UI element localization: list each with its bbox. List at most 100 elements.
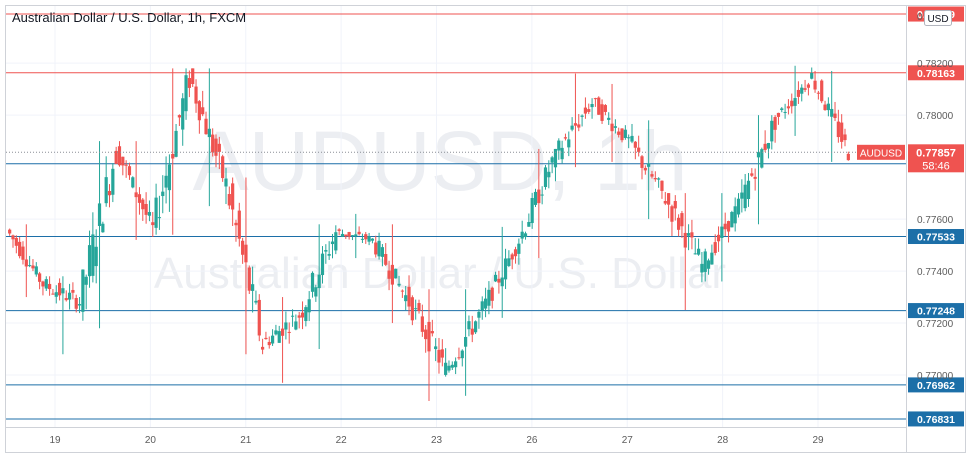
candle-body <box>71 289 75 293</box>
candle-body <box>124 164 128 166</box>
level-label-0.76962: 0.76962 <box>917 380 955 392</box>
candle-body <box>723 223 727 230</box>
candle-body <box>260 346 265 350</box>
candle-body <box>460 350 464 359</box>
candle-body <box>417 303 421 312</box>
candle-body <box>813 80 817 90</box>
candle-body <box>803 88 807 90</box>
candle-body <box>770 120 774 142</box>
candle-body <box>620 128 624 141</box>
candle-body <box>823 104 827 111</box>
x-tick-label: 28 <box>717 435 729 446</box>
candle-body <box>314 287 318 297</box>
price-axis[interactable]: 0.78200 0.78000 0.77600 0.77400 0.77200 0.770… <box>917 12 954 382</box>
candle-body <box>810 72 814 79</box>
candle-body <box>367 236 371 242</box>
candle-body <box>104 177 108 204</box>
candle-body <box>270 335 275 344</box>
candle-body <box>497 278 501 283</box>
chart-title: Australian Dollar / U.S. Dollar, 1h, FXC… <box>12 10 246 25</box>
level-tag-0.76962 <box>908 377 964 393</box>
time-axis[interactable]: 19 20 21 22 23 26 27 28 29 <box>49 435 824 446</box>
candle-body <box>377 240 381 257</box>
candle-body <box>284 322 288 330</box>
candle-body <box>134 192 138 198</box>
candle-body <box>317 274 321 289</box>
y-tick-label: 0.77600 <box>917 215 954 226</box>
candle-body <box>337 229 341 231</box>
candle-body <box>660 180 664 191</box>
candle-body <box>733 206 737 224</box>
candle-body <box>706 260 711 269</box>
candle-body <box>81 269 85 312</box>
candle-body <box>211 134 215 153</box>
symbol-tag <box>857 144 905 160</box>
candle-body <box>633 141 637 148</box>
candle-body <box>247 267 251 291</box>
candle-body <box>846 153 850 161</box>
candle-body <box>776 112 781 117</box>
x-tick-label: 23 <box>431 435 443 446</box>
level-label-0.77533: 0.77533 <box>917 232 955 244</box>
candle-body <box>736 198 741 215</box>
candle-body <box>746 180 751 199</box>
candle-body <box>357 231 361 235</box>
y-tick-label: 0.78200 <box>917 59 954 70</box>
candle-body <box>91 234 95 276</box>
candle-body <box>41 281 45 287</box>
candle-body <box>214 138 218 156</box>
candle-body <box>330 241 335 245</box>
candle-body <box>760 149 764 168</box>
candle-body <box>547 171 551 178</box>
candle-body <box>14 237 18 246</box>
candle-body <box>613 126 617 128</box>
candle-body <box>753 176 757 179</box>
candle-body <box>204 118 208 135</box>
candle-body <box>157 217 162 219</box>
candle-body <box>174 130 178 157</box>
candle-body <box>580 115 584 117</box>
candle-body <box>420 316 424 332</box>
candle-body <box>437 349 441 363</box>
candle-body <box>796 89 801 97</box>
last-price-tag <box>908 144 964 173</box>
candle-body <box>487 289 491 306</box>
candle-body <box>597 97 601 115</box>
candle-body <box>743 184 747 209</box>
candle-body <box>297 315 301 318</box>
candle-body <box>520 231 524 239</box>
candle-body <box>673 201 677 209</box>
candle-body <box>11 235 15 240</box>
candle-body <box>320 253 325 276</box>
candle-body <box>667 193 671 205</box>
candle-body <box>573 123 578 126</box>
candle-body <box>690 232 694 238</box>
grid <box>6 6 906 427</box>
candle-body <box>830 108 834 117</box>
candle-body <box>171 153 175 159</box>
candle-body <box>843 134 847 141</box>
candle-body <box>826 103 830 111</box>
currency-badge-label: USD <box>927 14 948 25</box>
candles <box>8 65 850 402</box>
candle-body <box>300 312 305 318</box>
candle-body <box>836 121 840 138</box>
candle-body <box>766 143 771 149</box>
candle-body <box>154 197 158 228</box>
candle-body <box>287 331 291 333</box>
candle-body <box>653 178 657 180</box>
candle-body <box>726 221 731 232</box>
candle-body <box>187 78 191 88</box>
currency-badge[interactable] <box>924 10 952 26</box>
candle-body <box>161 191 165 197</box>
candle-body <box>414 308 418 310</box>
candle-body <box>48 283 52 290</box>
x-tick-label: 20 <box>145 435 157 446</box>
candle-body <box>527 222 531 227</box>
candle-body <box>217 143 221 152</box>
candle-body <box>184 75 188 112</box>
candle-body <box>244 244 248 263</box>
candle-body <box>151 222 155 226</box>
candle-body <box>114 150 118 164</box>
